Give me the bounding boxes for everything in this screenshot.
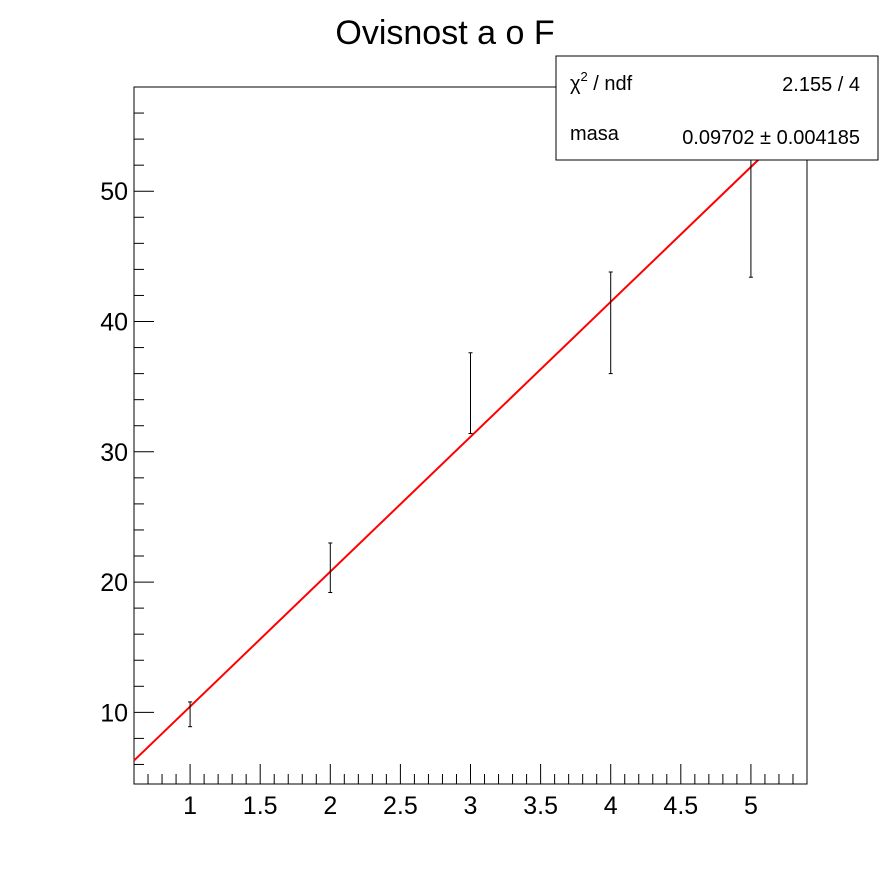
x-tick-label: 4.5: [663, 792, 698, 820]
x-tick-label: 2: [323, 792, 337, 820]
y-tick-label: 30: [100, 439, 128, 467]
data-point: [188, 701, 193, 728]
stats-value-chi2: 2.155 / 4: [782, 74, 860, 96]
x-tick-label: 2.5: [383, 792, 418, 820]
stats-label-chi-symbol: χ: [570, 73, 581, 95]
y-tick-label: 40: [100, 309, 128, 337]
stats-box-frame: [555, 55, 879, 161]
data-points: [188, 115, 753, 728]
stats-value-masa: 0.09702 ± 0.004185: [682, 127, 860, 149]
y-tick-labels: 10 20 30 40 50: [100, 178, 128, 727]
y-tick-label: 20: [100, 569, 128, 597]
stats-label-chi-sup: 2: [581, 69, 588, 84]
chart-title: Ovisnost a o F: [335, 14, 554, 52]
y-axis: [134, 86, 154, 765]
x-tick-labels: 1 1.5 2 2.5 3 3.5 4 4.5 5: [183, 792, 758, 820]
stats-label-masa: masa: [570, 123, 620, 145]
stats-box: χ2 / ndf 2.155 / 4 masa 0.09702 ± 0.0041…: [555, 55, 879, 161]
data-point: [608, 271, 613, 375]
stats-label-chi2: χ2 / ndf: [570, 69, 633, 95]
x-tick-label: 1.5: [243, 792, 278, 820]
x-tick-label: 3: [464, 792, 478, 820]
stats-label-ndf: / ndf: [588, 73, 633, 95]
x-tick-label: 1: [183, 792, 197, 820]
fit-line: [133, 152, 766, 762]
y-tick-label: 50: [100, 178, 128, 206]
x-tick-label: 4: [604, 792, 618, 820]
y-tick-label: 10: [100, 699, 128, 727]
x-tick-label: 5: [744, 792, 758, 820]
data-point: [468, 352, 473, 435]
data-point: [328, 542, 333, 593]
x-axis: [133, 764, 808, 784]
x-tick-label: 3.5: [523, 792, 558, 820]
